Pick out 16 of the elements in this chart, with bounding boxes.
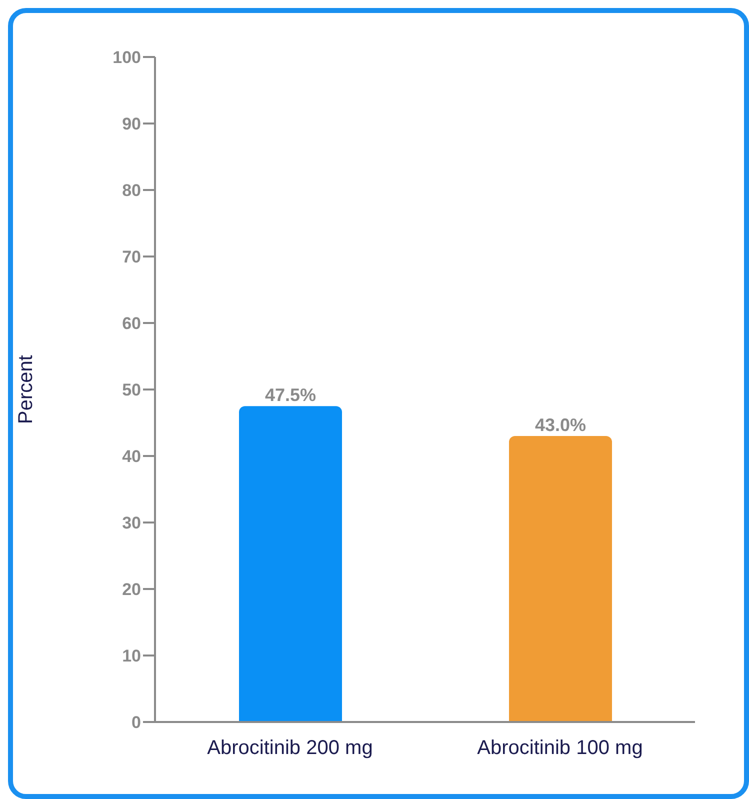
y-tick-label: 100	[112, 48, 141, 68]
y-axis-title: Percent	[15, 354, 38, 424]
x-tick-label: Abrocitinib 200 mg	[207, 737, 373, 760]
y-tick-label: 70	[122, 248, 141, 267]
y-tick-label: 50	[122, 380, 141, 400]
y-tick-label: 60	[122, 314, 141, 334]
data-label: 43.0%	[534, 415, 586, 436]
y-tick-label: 80	[122, 181, 141, 200]
x-tick-label: Abrocitinib 100 mg	[477, 737, 643, 760]
y-tick-label: 0	[132, 713, 141, 732]
y-tick-label: 30	[122, 514, 141, 533]
data-label: 47.5%	[264, 385, 316, 406]
y-tick-label: 40	[122, 447, 141, 466]
y-tick-label: 90	[122, 114, 141, 134]
y-tick-label: 20	[122, 580, 141, 600]
y-tick-label: 10	[122, 646, 141, 666]
